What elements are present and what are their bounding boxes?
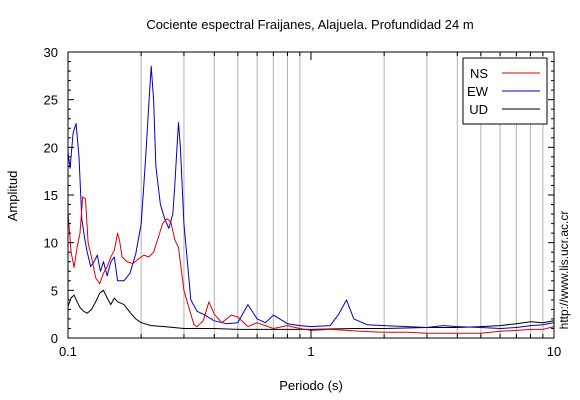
series-lines — [67, 65, 555, 334]
y-tick-label: 20 — [44, 140, 58, 155]
y-tick-label: 10 — [44, 236, 58, 251]
chart-title: Cociente espectral Fraijanes, Alajuela. … — [146, 17, 473, 32]
y-tick-label: 0 — [51, 331, 58, 346]
legend-label-ns: NS — [470, 66, 488, 81]
y-axis-label: Amplitud — [5, 171, 20, 222]
series-line-ns — [67, 196, 555, 334]
series-line-ud — [67, 289, 555, 330]
legend-label-ew: EW — [467, 84, 489, 99]
series-line-ew — [67, 65, 555, 329]
y-tick-label: 5 — [51, 283, 58, 298]
y-tick-label: 15 — [44, 188, 58, 203]
y-tick-label: 25 — [44, 93, 58, 108]
legend: NS EW UD — [462, 57, 548, 125]
watermark-url: http://www.lis.ucr.ac.cr — [557, 211, 571, 330]
axis-ticks: 0.1 1 10 0 5 10 15 20 25 30 — [44, 45, 562, 359]
x-tick-label: 10 — [547, 344, 561, 359]
x-tick-label: 0.1 — [59, 344, 77, 359]
legend-label-ud: UD — [469, 102, 488, 117]
x-axis-label: Periodo (s) — [279, 378, 343, 393]
x-tick-label: 1 — [307, 344, 314, 359]
y-tick-label: 30 — [44, 45, 58, 60]
